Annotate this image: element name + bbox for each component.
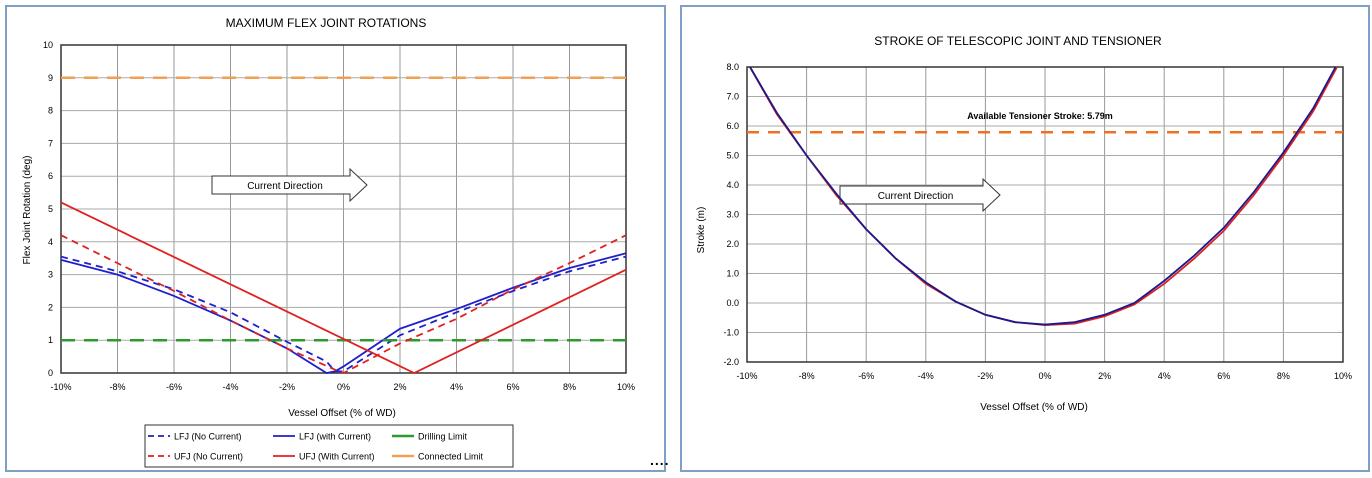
legend-label: LFJ (with Current) (299, 432, 371, 442)
legend-label: Drilling Limit (418, 432, 468, 442)
y-tick-label: 3 (48, 270, 53, 280)
y-tick-label: 8.0 (726, 62, 739, 72)
x-tick-label: 10% (617, 382, 635, 392)
right-y-axis-label: Stroke (m) (696, 207, 707, 254)
plot-area-border (746, 66, 1344, 363)
right-panel-border (680, 5, 1370, 472)
x-tick-label: -10% (736, 371, 757, 381)
x-tick-label: 10% (1334, 371, 1352, 381)
y-tick-label: 6 (48, 171, 53, 181)
series-line-ufj-with-current- (60, 201, 627, 375)
y-tick-label: 2 (48, 302, 53, 312)
current-direction-arrow (211, 167, 368, 203)
x-tick-label: -2% (279, 382, 295, 392)
x-tick-label: 2% (1098, 371, 1111, 381)
y-tick-label: 7.0 (726, 92, 739, 102)
left-panel-border (5, 5, 666, 472)
series-line-lfj-no-current- (60, 255, 627, 373)
left-chart-title: MAXIMUM FLEX JOINT ROTATIONS (226, 16, 427, 30)
x-tick-label: 6% (506, 382, 519, 392)
x-tick-label: 4% (1158, 371, 1171, 381)
y-tick-label: 10 (43, 40, 53, 50)
current-direction-arrow (839, 177, 1001, 213)
stroke-chart: -10% -8% -6% -4% -2% 0% 2% 4% 6% 8% 10% -2.0 -1.0 0.0… (723, 62, 1352, 381)
x-tick-label: 4% (450, 382, 463, 392)
series-line-curve-1 (749, 66, 1337, 326)
legend-label: Connected Limit (418, 452, 484, 462)
flex-joint-chart: -10% -8% -6% -4% -2% 0% 2% 4% 6% 8% 10% 0 1 2 3 4 5 6 7 8 9 1… (43, 40, 635, 468)
x-tick-label: 2% (393, 382, 406, 392)
y-tick-label: 7 (48, 138, 53, 148)
legend-label: UFJ (No Current) (174, 452, 243, 462)
x-tick-label: 6% (1217, 371, 1230, 381)
y-tick-label: 2.0 (726, 239, 739, 249)
x-tick-label: -4% (918, 371, 934, 381)
right-chart-title: STROKE OF TELESCOPIC JOINT AND TENSIONER (874, 34, 1162, 48)
y-tick-label: 3.0 (726, 210, 739, 220)
legend-label: LFJ (No Current) (174, 432, 242, 442)
left-y-axis-label: Flex Joint Rotation (deg) (22, 156, 33, 265)
y-tick-label: -1.0 (723, 328, 739, 338)
y-tick-label: 0.0 (726, 298, 739, 308)
separator-dots: .... (650, 452, 670, 468)
x-tick-label: -10% (50, 382, 71, 392)
x-tick-label: -2% (977, 371, 993, 381)
x-tick-label: 8% (1277, 371, 1290, 381)
y-tick-label: 6.0 (726, 121, 739, 131)
y-tick-label: 0 (48, 368, 53, 378)
x-tick-label: 0% (1038, 371, 1051, 381)
y-tick-label: -2.0 (723, 357, 739, 367)
x-tick-label: -6% (858, 371, 874, 381)
x-tick-label: 8% (563, 382, 576, 392)
x-tick-label: -8% (109, 382, 125, 392)
x-tick-label: 0% (337, 382, 350, 392)
y-tick-label: 4.0 (726, 180, 739, 190)
y-tick-label: 9 (48, 73, 53, 83)
x-tick-label: -4% (222, 382, 238, 392)
series-line-lfj-with-current- (60, 252, 627, 374)
y-tick-label: 8 (48, 106, 53, 116)
y-tick-label: 1 (48, 335, 53, 345)
legend-box (144, 424, 514, 468)
tensioner-limit-label: Available Tensioner Stroke: 5.79m (967, 111, 1113, 121)
x-tick-label: -6% (166, 382, 182, 392)
x-tick-label: -8% (799, 371, 815, 381)
left-x-axis-label: Vessel Offset (% of WD) (288, 408, 396, 419)
y-tick-label: 4 (48, 237, 53, 247)
right-x-axis-label: Vessel Offset (% of WD) (980, 402, 1088, 413)
current-direction-label: Current Direction (878, 191, 954, 202)
y-tick-label: 5.0 (726, 151, 739, 161)
y-tick-label: 5 (48, 204, 53, 214)
current-direction-label: Current Direction (247, 181, 323, 192)
legend-label: UFJ (With Current) (299, 452, 375, 462)
y-tick-label: 1.0 (726, 269, 739, 279)
